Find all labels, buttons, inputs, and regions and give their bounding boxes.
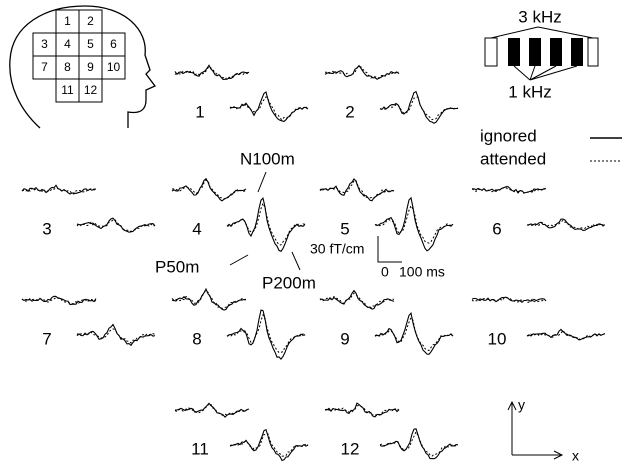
channel-label: 11 [191,439,209,458]
scale-time-start: 0 [381,264,389,280]
channel-label: 4 [192,219,201,238]
annotation-p50m: P50m [155,257,199,276]
channel-label: 9 [340,329,349,348]
legend-attended: attended [480,149,546,168]
axes-icon [507,400,564,460]
stimulus-low: 1 kHz [508,82,551,101]
channel-label: 8 [192,329,201,348]
grid-label: 5 [87,37,94,51]
trace-ignored [226,197,306,252]
trace-attended [319,180,395,199]
trace-attended [379,430,459,457]
grid-label: 1 [64,14,71,28]
axis-y: y [518,397,525,413]
grid-label: 7 [41,60,48,74]
channel-label: 12 [341,439,360,458]
trace-ignored [229,91,309,123]
annotation-p200m: P200m [262,273,316,292]
annotation-n100m: N100m [240,149,295,168]
trace-ignored [319,177,395,202]
trace-attended [171,179,247,200]
trace-ignored [472,186,547,194]
trace-attended [21,297,97,305]
channel-label: 2 [345,102,354,121]
trace-ignored [374,196,454,252]
trace-attended [324,404,400,417]
stimulus-high: 3 kHz [518,7,561,26]
trace-attended [226,313,306,354]
trace-attended [171,290,247,309]
trace-attended [374,204,454,244]
trace-attended [526,219,606,231]
trace-ignored [229,428,309,462]
trace-attended [22,187,97,195]
scale-amplitude: 30 fT/cm [310,241,364,257]
grid-label: 8 [64,60,71,74]
grid-label: 12 [84,83,98,97]
grid-label: 11 [61,83,74,97]
legend-ignored: ignored [480,126,537,145]
trace-attended [229,433,309,457]
channel-label: 10 [488,329,507,348]
trace-ignored [174,402,250,418]
trace-attended [319,292,394,309]
channel-label: 6 [492,219,501,238]
trace-ignored [324,64,400,80]
trace-attended [229,96,309,121]
trace-ignored [226,309,306,360]
trace-ignored [171,177,247,202]
channel-label: 5 [340,219,349,238]
trace-attended [379,96,459,121]
trace-ignored [21,184,97,195]
trace-attended [174,65,250,81]
grid-label: 9 [87,60,94,74]
grid-label: 4 [64,37,71,51]
trace-ignored [526,218,606,231]
axis-x: x [572,448,579,464]
trace-attended [76,328,156,344]
trace-attended [471,186,547,194]
grid-label: 10 [107,60,121,74]
pointer [229,254,249,266]
pointer [291,251,301,271]
grid-cell [101,55,126,80]
trace-attended [471,297,547,303]
grid-label: 3 [41,37,48,51]
channel-label: 1 [195,102,204,121]
trace-attended [226,201,306,246]
trace-ignored [526,328,606,341]
scale-bar [377,236,402,263]
pointer [257,171,267,193]
trace-ignored [319,289,395,310]
grid-label: 2 [87,14,94,28]
trace-ignored [471,296,547,304]
trace-ignored [324,402,400,418]
trace-ignored [171,287,247,311]
trace-attended [374,316,454,352]
channel-label: 7 [42,329,51,348]
channel-label: 3 [42,219,51,238]
scale-time-end: 100 ms [399,264,445,280]
trace-ignored [374,312,454,355]
grid-label: 6 [110,37,117,51]
trace-attended [76,219,156,232]
trace-attended [174,402,250,416]
grid-cell [78,78,103,103]
head-outline [9,5,157,129]
stimulus-icon [484,26,599,81]
